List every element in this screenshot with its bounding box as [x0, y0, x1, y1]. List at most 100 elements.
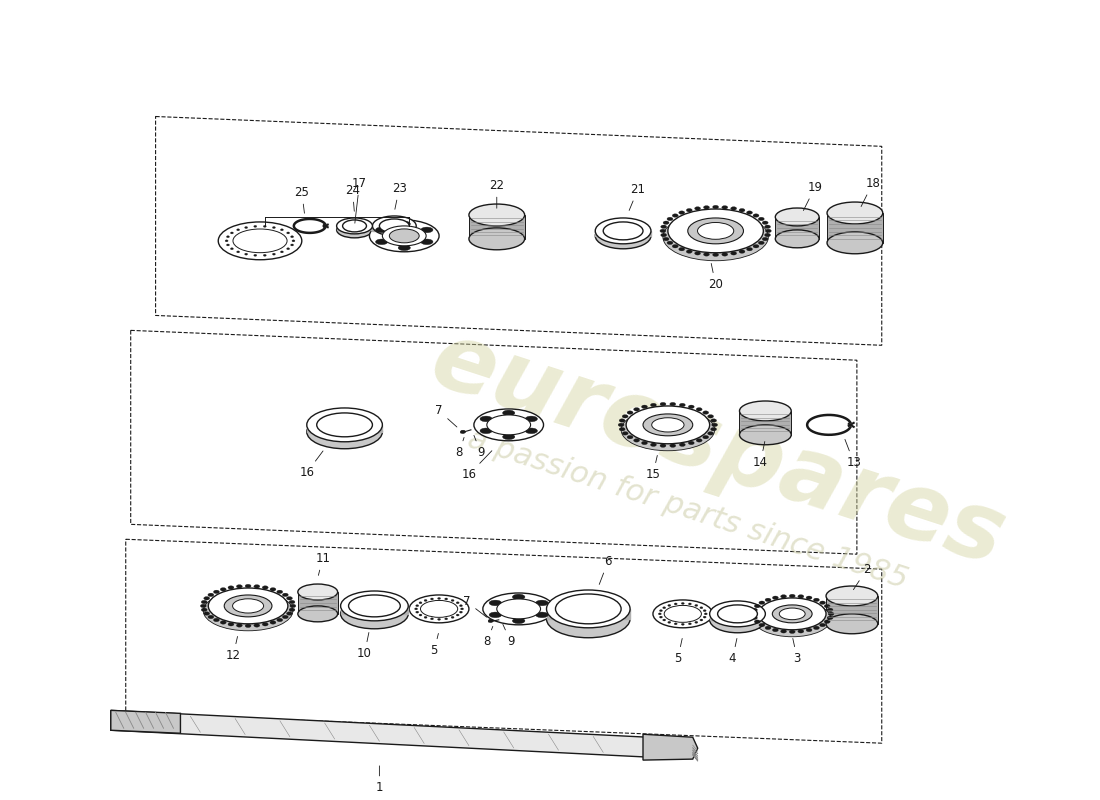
Ellipse shape [762, 238, 768, 241]
Ellipse shape [277, 590, 283, 594]
Ellipse shape [764, 626, 771, 630]
Ellipse shape [298, 606, 338, 622]
Ellipse shape [722, 253, 728, 256]
Ellipse shape [755, 604, 760, 608]
Ellipse shape [694, 206, 701, 210]
Ellipse shape [226, 240, 228, 242]
Ellipse shape [659, 610, 662, 612]
Text: 22: 22 [490, 178, 504, 208]
Ellipse shape [208, 615, 213, 618]
Text: 6: 6 [600, 554, 612, 585]
Text: 11: 11 [316, 552, 330, 575]
Text: 9: 9 [474, 435, 485, 459]
Ellipse shape [730, 251, 737, 255]
Ellipse shape [263, 226, 266, 227]
Ellipse shape [667, 218, 673, 221]
Ellipse shape [273, 226, 275, 229]
Ellipse shape [263, 254, 266, 256]
Ellipse shape [389, 229, 419, 243]
Ellipse shape [661, 225, 667, 229]
Ellipse shape [820, 623, 825, 626]
Ellipse shape [626, 406, 710, 444]
Ellipse shape [513, 594, 525, 600]
Ellipse shape [487, 415, 530, 435]
Ellipse shape [619, 427, 625, 431]
Ellipse shape [667, 241, 673, 245]
Ellipse shape [764, 225, 770, 229]
Polygon shape [621, 609, 630, 619]
Ellipse shape [827, 232, 882, 254]
Ellipse shape [456, 614, 459, 616]
Ellipse shape [342, 220, 366, 232]
Ellipse shape [245, 584, 251, 588]
Ellipse shape [228, 586, 234, 590]
Text: 10: 10 [358, 633, 372, 660]
Polygon shape [776, 217, 820, 239]
Ellipse shape [668, 209, 763, 253]
Ellipse shape [806, 596, 812, 599]
Ellipse shape [341, 599, 408, 629]
Ellipse shape [289, 600, 295, 604]
Ellipse shape [490, 612, 502, 618]
Ellipse shape [694, 251, 701, 255]
Ellipse shape [674, 623, 678, 625]
Ellipse shape [488, 619, 493, 622]
Ellipse shape [337, 222, 373, 238]
Ellipse shape [781, 594, 786, 598]
Ellipse shape [696, 438, 702, 442]
Text: 24: 24 [345, 184, 360, 211]
Ellipse shape [460, 605, 462, 606]
Ellipse shape [697, 222, 734, 239]
Ellipse shape [679, 211, 684, 214]
Ellipse shape [739, 250, 745, 254]
Ellipse shape [224, 595, 272, 617]
Ellipse shape [700, 619, 703, 621]
Ellipse shape [681, 602, 684, 605]
Ellipse shape [680, 443, 685, 446]
Ellipse shape [826, 586, 878, 606]
Ellipse shape [204, 591, 293, 630]
Polygon shape [111, 710, 180, 734]
Ellipse shape [686, 209, 692, 212]
Ellipse shape [415, 608, 418, 610]
Ellipse shape [419, 614, 422, 616]
Ellipse shape [764, 234, 770, 237]
Ellipse shape [695, 605, 697, 606]
Polygon shape [547, 609, 556, 619]
Ellipse shape [641, 405, 648, 409]
Ellipse shape [425, 616, 427, 618]
Ellipse shape [827, 616, 833, 619]
Ellipse shape [670, 402, 675, 406]
Ellipse shape [722, 206, 728, 209]
Ellipse shape [703, 610, 706, 612]
Ellipse shape [660, 402, 666, 406]
Ellipse shape [704, 206, 710, 209]
Text: 21: 21 [629, 182, 646, 210]
Text: 2: 2 [854, 562, 870, 590]
Ellipse shape [287, 232, 289, 234]
Ellipse shape [349, 595, 400, 617]
Polygon shape [307, 425, 317, 432]
Text: 7: 7 [436, 405, 456, 427]
Polygon shape [758, 614, 766, 620]
Ellipse shape [672, 245, 679, 248]
Ellipse shape [603, 222, 644, 240]
Ellipse shape [213, 590, 219, 594]
Ellipse shape [373, 221, 416, 241]
Ellipse shape [827, 608, 833, 612]
Ellipse shape [663, 213, 768, 261]
Text: 13: 13 [845, 439, 861, 469]
Ellipse shape [480, 416, 492, 422]
Ellipse shape [707, 432, 714, 435]
Ellipse shape [651, 418, 684, 432]
Ellipse shape [623, 432, 628, 435]
Ellipse shape [370, 220, 439, 252]
Ellipse shape [416, 611, 419, 613]
Ellipse shape [704, 253, 710, 256]
Ellipse shape [595, 223, 651, 249]
Ellipse shape [827, 202, 882, 224]
Ellipse shape [245, 624, 251, 627]
Ellipse shape [292, 240, 295, 242]
Ellipse shape [236, 624, 242, 627]
Polygon shape [739, 411, 791, 435]
